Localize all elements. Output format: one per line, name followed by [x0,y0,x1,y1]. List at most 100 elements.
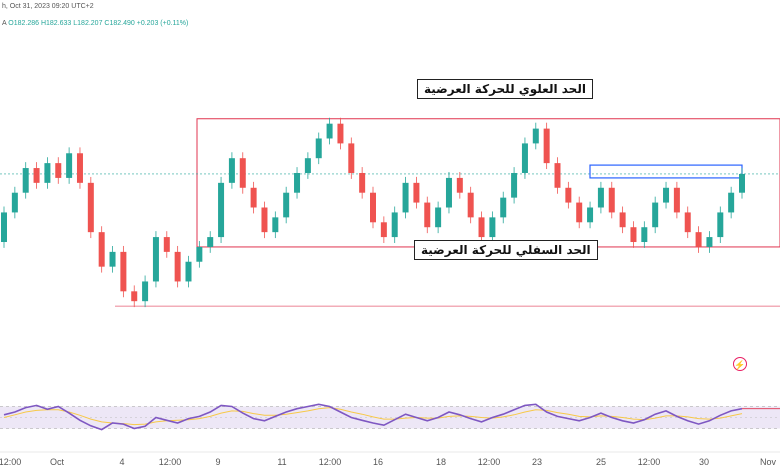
candle-body [456,177,463,193]
candle-body [739,173,745,193]
candle-body [326,123,333,139]
candle-body [402,182,409,213]
upper-range-label[interactable]: الحد العلوي للحركة العرضية [417,79,593,99]
breakout-box [589,164,743,179]
x-tick-label: 23 [532,457,542,467]
candle-body [565,187,572,203]
candle-body [33,168,40,183]
x-tick-label: Oct [50,457,65,467]
candles [1,117,745,308]
candle-body [66,153,73,178]
candle-body [55,163,62,178]
ohlc-close: C182.490 [104,20,135,27]
candle-body [1,212,7,243]
ohlc-low: L182.207 [73,20,103,27]
x-tick-label: 18 [436,457,446,467]
header-title: h, Oct 31, 2023 09:20 UTC+2 [2,3,94,10]
chart-header: h, Oct 31, 2023 09:20 UTC+2 A O182.286 H… [0,0,780,30]
candle-body [304,158,311,173]
candle-body [521,143,528,173]
candle-body [597,187,604,208]
candle-body [239,158,246,188]
candle-body [283,192,290,218]
candle-body [608,187,615,213]
x-tick-label: 11 [277,457,286,467]
candle-body [109,251,116,267]
candle-body [435,207,442,228]
candle-body [87,182,94,233]
candle-body [22,168,29,193]
candle-body [587,207,594,223]
candle-body [684,212,691,233]
x-tick-label: 30 [699,457,709,467]
ohlc-change: +0.203 (+0.11%) [136,20,189,27]
candle-body [207,237,214,247]
candle-body [315,138,322,159]
x-tick-label: 12:00 [638,457,661,467]
candle-body [652,202,659,228]
candle-body [228,158,235,183]
candle-body [511,172,518,198]
candle-body [500,197,507,218]
candle-body [695,232,702,247]
candle-body [131,291,138,302]
x-tick-label: Nov [760,457,777,467]
candle-body [467,192,474,218]
range-annotations [0,118,780,307]
ohlc-high: H182.633 [40,20,72,27]
x-tick-label: 12:00 [319,457,342,467]
candle-body [348,143,355,173]
candle-body [337,123,344,144]
x-tick-label: 12:00 [159,457,182,467]
candle-body [163,237,170,252]
candle-body [391,212,398,238]
candle-body [196,246,203,262]
x-tick-label: 12:00 [0,457,21,467]
lightning-icon[interactable]: ⚡ [733,357,747,371]
candle-body [370,192,376,223]
candle-body [142,281,149,302]
time-axis: 12:00 Oct 4 12:00 9 11 12:00 16 18 12:00 23 25 12:00… [0,451,780,467]
candle-body [44,163,51,183]
candle-body [11,192,18,213]
candle-body [250,187,257,208]
ohlc-open: O182.286 [8,20,39,27]
signal-line [3,407,743,426]
candle-body [445,177,452,208]
candle-body [478,217,485,238]
candle-body [120,251,127,292]
candle-body [641,227,648,243]
candle-body [272,217,279,233]
x-tick-label: 12:00 [478,457,501,467]
candle-body [359,172,366,193]
candle-body [489,217,496,238]
candle-body [706,237,713,247]
ohlc-prefix: A [2,20,7,27]
candle-body [294,172,301,193]
oscillator-line [3,403,743,431]
candle-body [98,232,105,267]
candle-body [728,192,735,213]
candle-body [663,187,670,203]
lower-range-label[interactable]: الحد السفلي للحركة العرضية [414,240,598,260]
candle-body [218,182,225,238]
candle-body [619,212,626,228]
x-tick-label: 16 [373,457,383,467]
candle-body [543,128,550,164]
oscillator-pane [0,403,780,431]
candle-body [554,163,561,188]
candle-body [532,128,539,144]
range-box [196,118,780,248]
candle-body [185,261,192,282]
candle-body [576,202,583,223]
candle-body [174,251,181,282]
candle-body [152,237,159,282]
ohlc-readout: A O182.286 H182.633 L182.207 C182.490 +0… [2,20,188,27]
candle-body [673,187,680,213]
candle-body [424,202,431,228]
candle-body [380,222,387,238]
x-tick-label: 9 [215,457,220,467]
x-tick-label: 4 [119,457,124,467]
candle-body [261,207,268,233]
